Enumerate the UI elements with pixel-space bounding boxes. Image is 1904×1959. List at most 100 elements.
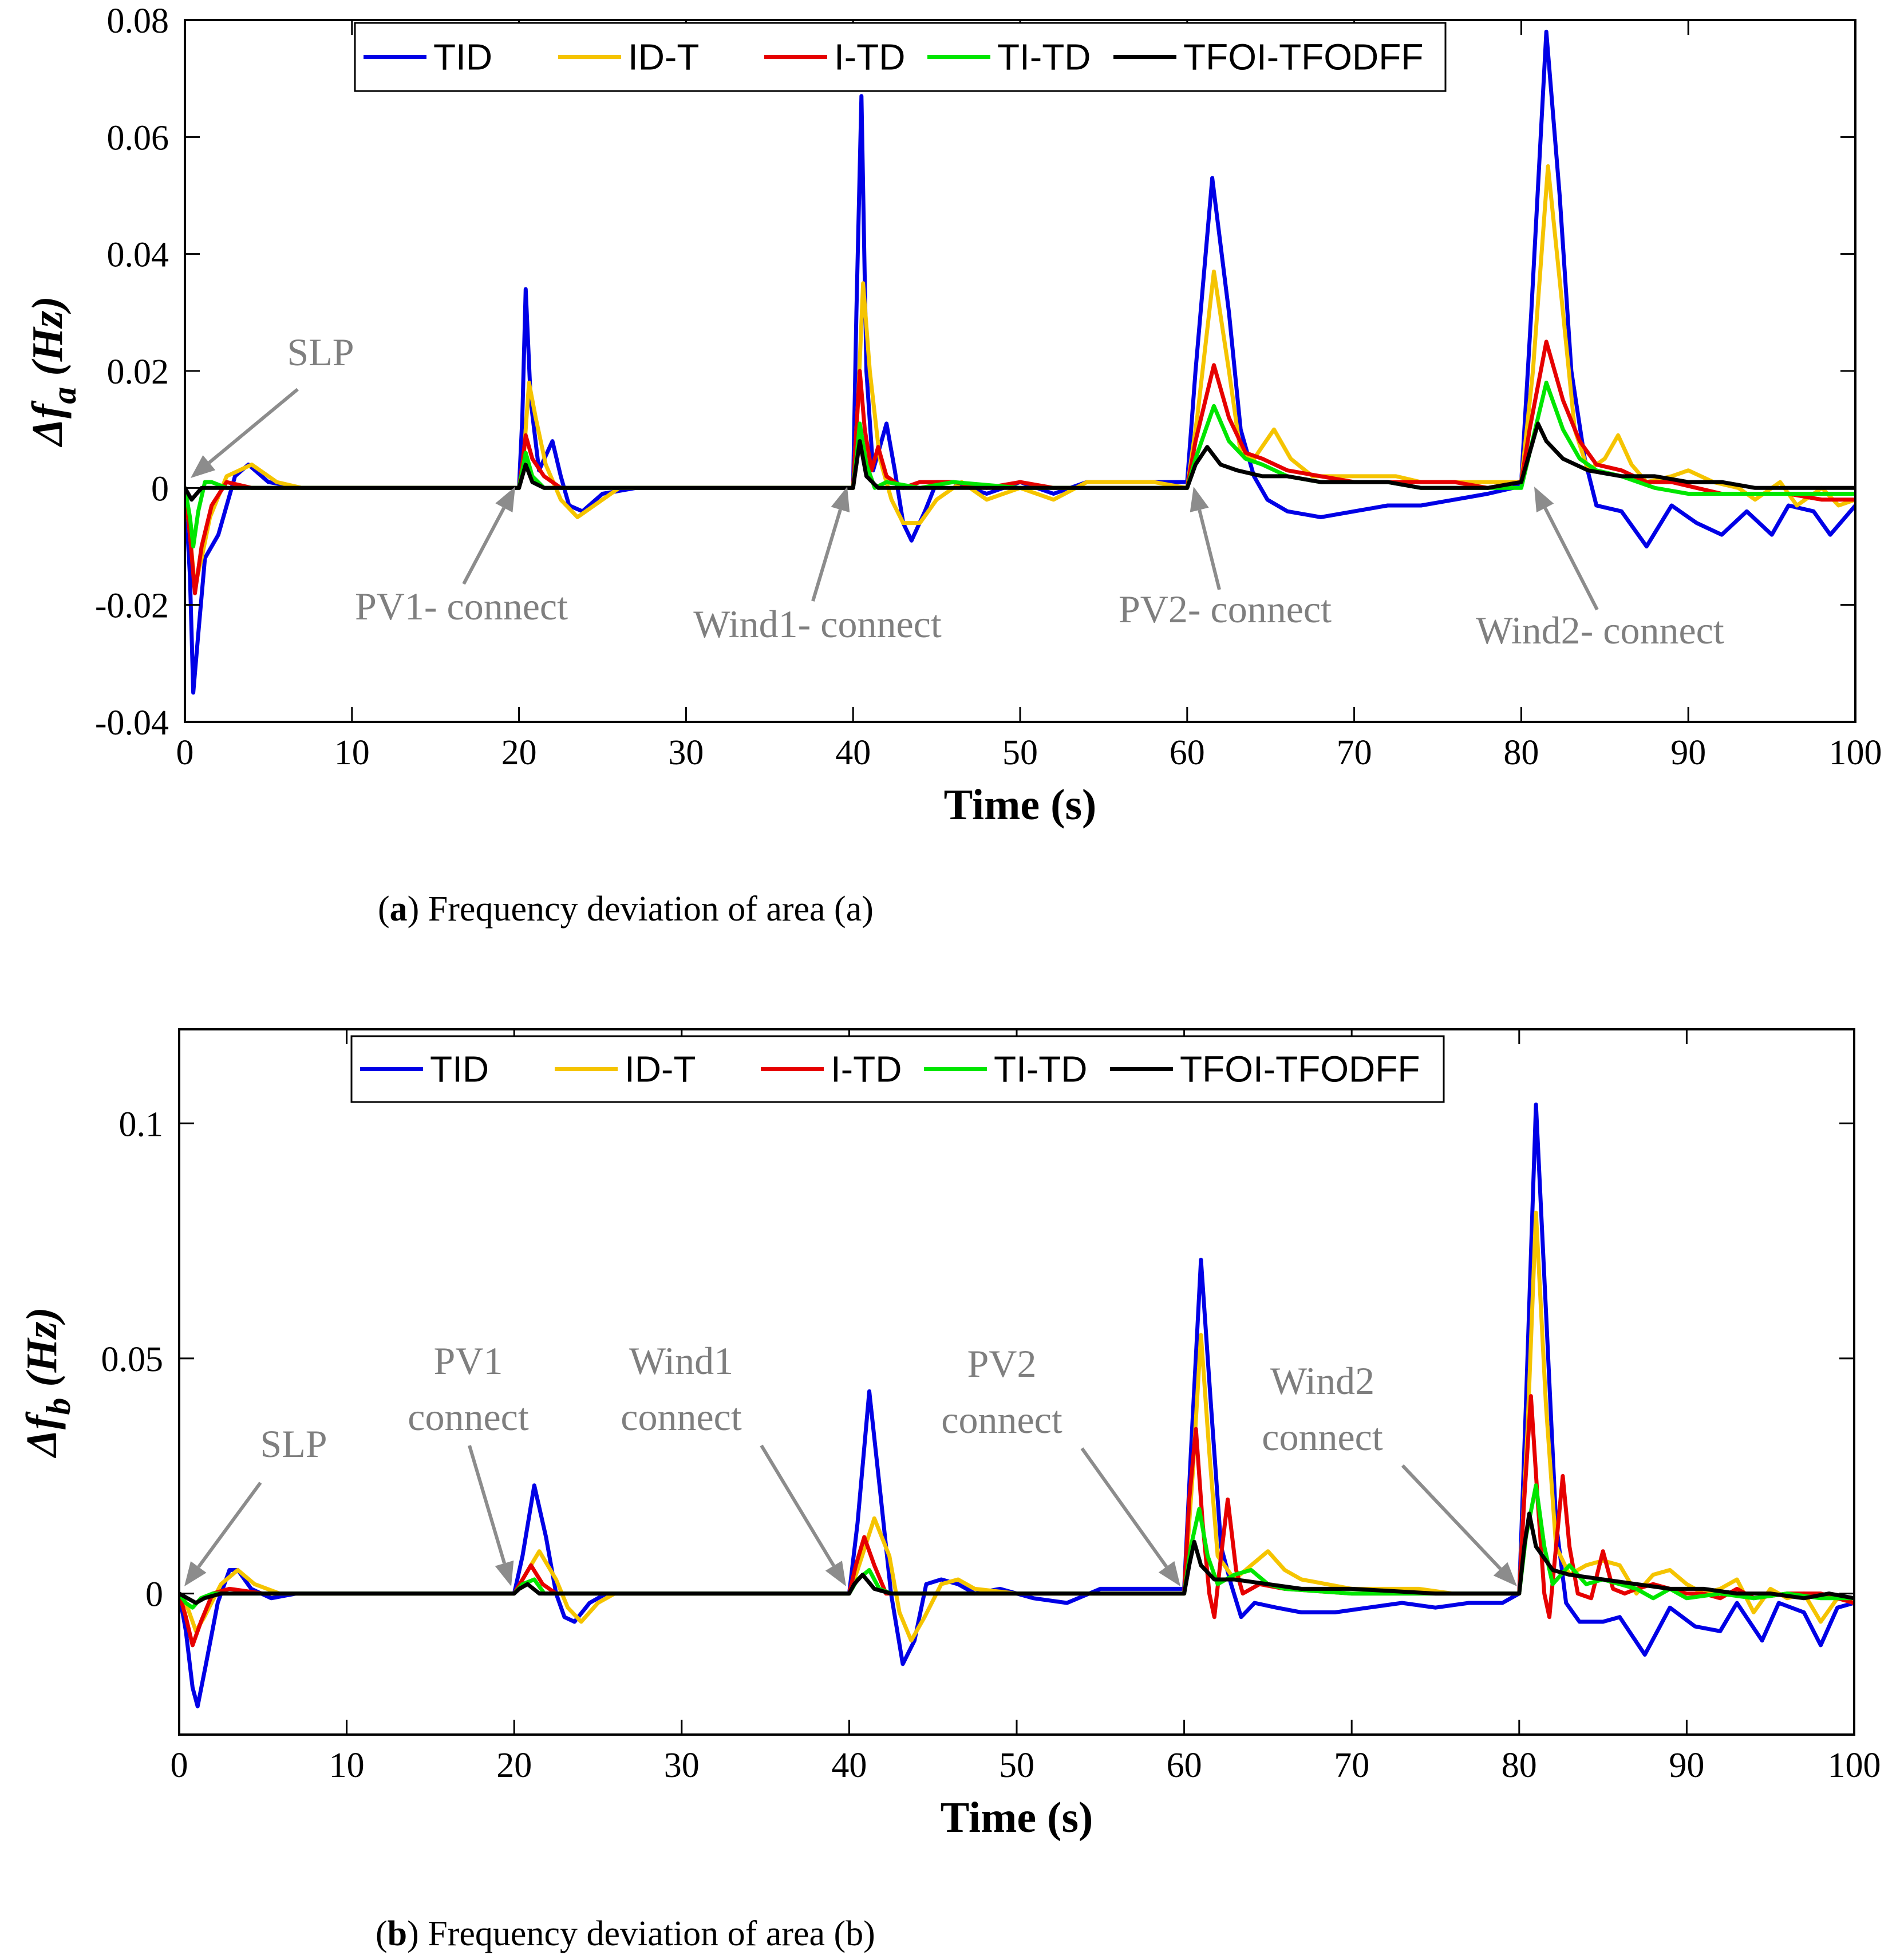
annotation-label: PV1- connect	[355, 584, 568, 628]
x-tick-label: 50	[1002, 733, 1038, 772]
annotation-arrow-line	[1401, 1464, 1502, 1570]
x-tick-label: 50	[999, 1746, 1034, 1785]
annotation-arrow-head	[1534, 487, 1554, 513]
annotation-label: PV2- connect	[1119, 587, 1332, 631]
y-tick-label: -0.02	[95, 587, 169, 626]
x-tick-label: 20	[496, 1746, 532, 1785]
x-axis-label: Time (s)	[941, 1794, 1093, 1842]
caption-open: (	[378, 890, 390, 929]
panel-b: 0 10 20 30 40 50 60 70 80 90 100 0 0.05 0.1 Time (s) Δf…	[18, 1028, 1881, 1953]
x-tick-label: 20	[501, 733, 537, 772]
annotation-arrow-head	[184, 1561, 207, 1586]
legend-label: TI-TD	[994, 1049, 1088, 1090]
series-line-tid	[179, 1102, 1854, 1709]
x-tick-label: 30	[664, 1746, 700, 1785]
annotation-arrow-line	[1080, 1447, 1168, 1568]
x-tick-label: 90	[1669, 1746, 1704, 1785]
legend-label: ID-T	[628, 37, 699, 78]
y-axis-label-unit: (Hz)	[23, 296, 72, 386]
legend-label: TID	[433, 37, 492, 78]
x-tick-label: 40	[835, 733, 871, 772]
annotation-arrow-head	[825, 1561, 846, 1586]
y-tick-label: 0.1	[119, 1105, 164, 1144]
figure-caption: (a) Frequency deviation of area (a)	[378, 890, 874, 929]
y-axis-label-main: Δf	[23, 400, 72, 448]
x-tick-label: 70	[1337, 733, 1372, 772]
series-line-tfoi-tfodff	[179, 1511, 1854, 1605]
legend-box	[350, 1035, 1445, 1103]
y-tick-label: 0	[151, 469, 169, 508]
annotation-arrow-line	[462, 507, 506, 585]
series-line-tfoi-tfodff	[185, 421, 1855, 502]
x-tick-label: 0	[171, 1746, 188, 1785]
annotation-label: PV2	[967, 1342, 1037, 1385]
legend-label: TFOI-TFODFF	[1183, 37, 1423, 78]
annotation-arrow-head	[831, 487, 850, 513]
x-axis-label: Time (s)	[944, 781, 1097, 829]
caption-open: (	[376, 1914, 388, 1953]
x-tick-label: 70	[1334, 1746, 1369, 1785]
annotation-label: Wind2- connect	[1476, 609, 1724, 652]
annotation-arrow-line	[468, 1445, 506, 1564]
legend-label: TI-TD	[997, 37, 1091, 78]
y-tick-label: 0.04	[107, 236, 169, 275]
annotation-arrow-line	[1543, 507, 1599, 611]
annotation-label: SLP	[287, 330, 354, 374]
series-line-id-t	[185, 164, 1855, 590]
annotation-label: Wind1- connect	[693, 602, 942, 646]
y-axis-label-unit: (Hz)	[18, 1307, 66, 1397]
caption-letter: b	[388, 1914, 407, 1953]
x-tick-label: 40	[831, 1746, 867, 1785]
caption-text: ) Frequency deviation of area (b)	[407, 1914, 875, 1953]
y-tick-label: 0.05	[101, 1340, 164, 1379]
legend-label: I-TD	[831, 1049, 902, 1090]
legend-label: ID-T	[625, 1049, 696, 1090]
y-tick-label: 0	[145, 1575, 163, 1614]
annotation-arrow-line	[208, 388, 299, 464]
annotation-label: Wind1	[629, 1339, 733, 1383]
annotation-label: connect	[1262, 1415, 1383, 1459]
x-tick-label: 90	[1670, 733, 1706, 772]
figure-caption: (b) Frequency deviation of area (b)	[376, 1914, 875, 1953]
annotation-arrow-head	[495, 1560, 514, 1586]
annotation-arrow-head	[191, 455, 216, 478]
x-tick-label: 100	[1828, 1746, 1881, 1785]
annotation-label: connect	[621, 1395, 742, 1439]
legend-label: TFOI-TFODFF	[1180, 1049, 1420, 1090]
x-tick-label: 10	[329, 1746, 365, 1785]
annotation-arrow-head	[1158, 1561, 1180, 1586]
y-axis-label-main: Δf	[18, 1411, 66, 1459]
annotation-arrow-line	[197, 1482, 262, 1568]
annotation-arrow-line	[1198, 510, 1221, 590]
x-tick-label: 60	[1167, 1746, 1202, 1785]
annotation-arrow-head	[495, 487, 515, 513]
legend-label: I-TD	[834, 37, 905, 78]
y-tick-label: 0.02	[107, 353, 169, 392]
x-tick-label: 80	[1503, 733, 1539, 772]
annotation-arrow-head	[1190, 487, 1209, 512]
y-tick-label: 0.06	[107, 119, 169, 157]
x-tick-label: 30	[668, 733, 704, 772]
caption-letter: a	[390, 890, 408, 929]
y-axis-label-sub: a	[45, 387, 83, 404]
y-tick-label: -0.04	[95, 704, 169, 742]
annotation-label: connect	[941, 1398, 1062, 1441]
series-line-i-td	[185, 339, 1855, 595]
caption-text: ) Frequency deviation of area (a)	[408, 890, 874, 929]
x-tick-label: 100	[1829, 733, 1882, 772]
x-tick-label: 0	[176, 733, 194, 772]
y-tick-label: 0.08	[107, 2, 169, 41]
y-axis-label: Δfa (Hz)	[23, 296, 83, 447]
legend-box	[354, 22, 1447, 92]
annotation-arrow-line	[760, 1444, 835, 1567]
y-axis-label: Δfb (Hz)	[18, 1307, 77, 1458]
x-tick-label: 10	[334, 733, 370, 772]
x-tick-label: 80	[1502, 1746, 1537, 1785]
legend-label: TID	[430, 1049, 489, 1090]
annotation-label: SLP	[260, 1422, 327, 1466]
annotation-label: PV1	[434, 1339, 503, 1383]
annotation-label: Wind2	[1270, 1359, 1374, 1403]
annotation-arrow-head	[1493, 1562, 1517, 1586]
x-tick-label: 60	[1170, 733, 1205, 772]
